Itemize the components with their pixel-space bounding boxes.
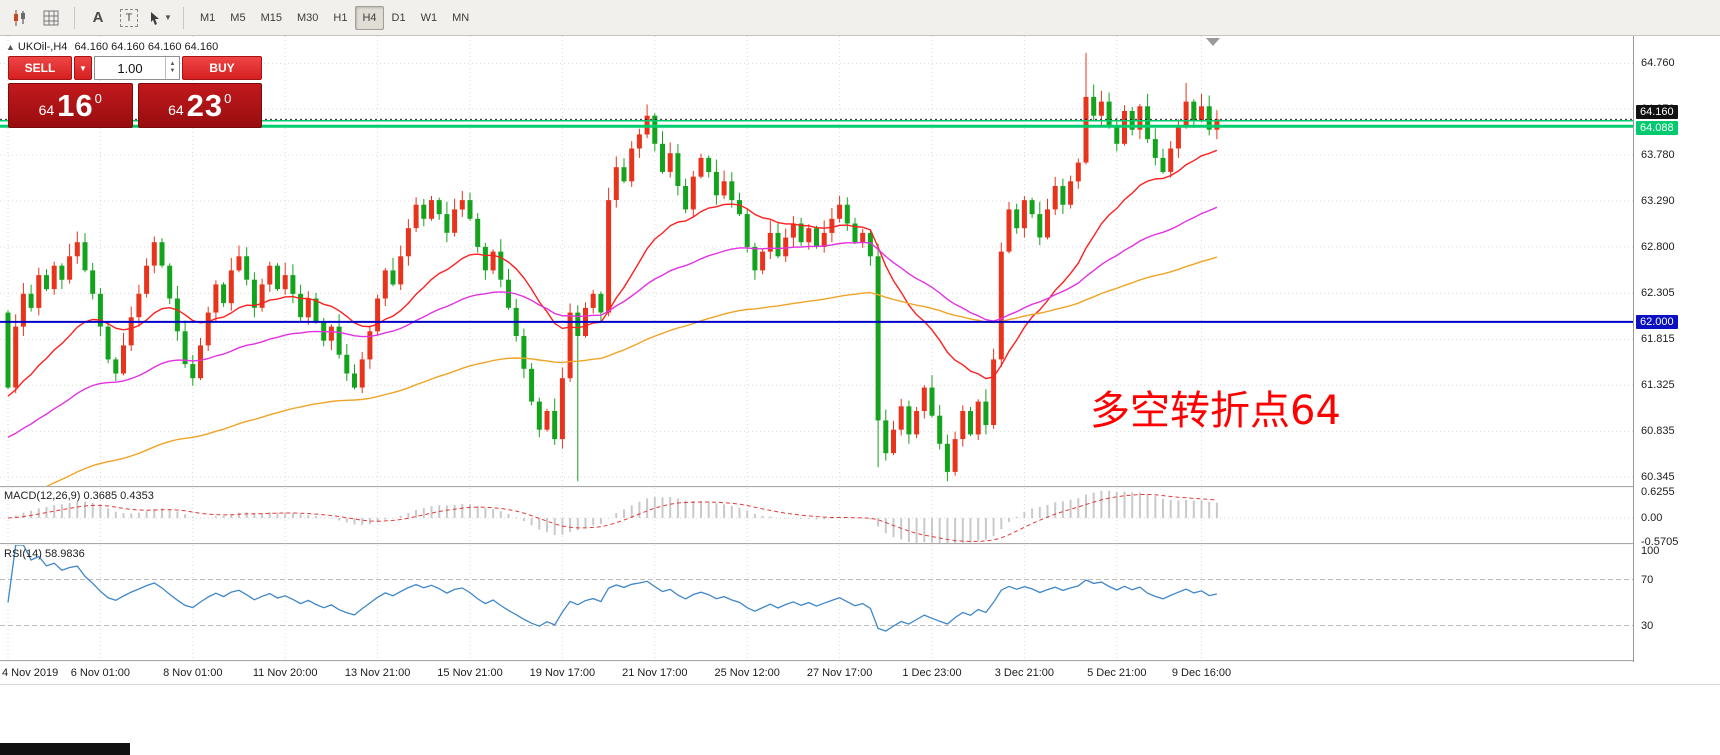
timeframe-button-m1[interactable]: M1 xyxy=(200,11,216,24)
rsi-axis-label: 70 xyxy=(1641,573,1654,586)
time-axis-label: 15 Nov 21:00 xyxy=(437,667,503,679)
time-axis-label: 21 Nov 17:00 xyxy=(622,667,688,679)
main-chart-canvas[interactable] xyxy=(0,36,1633,486)
rsi-indicator-label: RSI(14) 58.9836 xyxy=(4,548,85,560)
ask-pips: 23 xyxy=(186,87,224,123)
ask-pipette: 0 xyxy=(224,91,232,106)
candlestick-chart-icon[interactable] xyxy=(6,5,34,31)
price-axis: 64.76064.27063.78063.29062.80062.30561.8… xyxy=(1633,36,1720,662)
time-axis-label: 19 Nov 17:00 xyxy=(529,667,596,679)
bid-pips: 16 xyxy=(57,87,94,123)
macd-axis-label: -0.5705 xyxy=(1641,536,1679,548)
time-axis-label: 27 Nov 17:00 xyxy=(806,667,873,679)
price-axis-label: 64.760 xyxy=(1641,57,1675,70)
time-axis-label: 13 Nov 21:00 xyxy=(344,667,411,679)
text-tool-icon[interactable]: T xyxy=(115,5,143,31)
timeframe-button-m30[interactable]: M30 xyxy=(296,11,319,24)
time-axis-label: 3 Dec 21:00 xyxy=(994,667,1055,679)
time-axis: 4 Nov 2019 6 Nov 01:00 8 Nov 01:00 11 Nov 2… xyxy=(0,662,1633,684)
chart-text-annotation: 多空转折点64 xyxy=(1090,388,1341,434)
timeframe-group: M1 M5 M15 M30 H1 H4 D1 W1 MN xyxy=(193,5,476,30)
bottom-rule xyxy=(0,684,1720,685)
panel-divider[interactable] xyxy=(0,543,1720,545)
timeframe-button-m15[interactable]: M15 xyxy=(260,11,282,24)
timeframe-button-d1[interactable]: D1 xyxy=(391,11,406,24)
spin-up-icon[interactable]: ▲ xyxy=(169,61,176,67)
bid-big-figure: 64 xyxy=(38,101,55,118)
rsi-panel-canvas[interactable] xyxy=(0,545,1633,660)
collapse-triangle-icon[interactable]: ▲ xyxy=(6,42,15,52)
macd-panel-canvas[interactable] xyxy=(0,488,1633,543)
symbol-title: UKOil-,H4 xyxy=(17,41,68,53)
price-axis-label: 62.305 xyxy=(1641,287,1675,300)
timeframe-button-h1[interactable]: H1 xyxy=(333,11,348,24)
rsi-axis-label: 30 xyxy=(1641,619,1654,632)
price-badge: 64.160 xyxy=(1636,105,1678,120)
price-axis-label: 63.290 xyxy=(1641,195,1675,207)
toolbar: A T ▼ M1 M5 M15 M30 H1 H4 D1 W1 MN xyxy=(0,0,1720,36)
bid-price-tile[interactable]: 64 16 0 xyxy=(8,83,133,128)
volume-value: 1.00 xyxy=(117,60,143,76)
volume-input[interactable]: 1.00 ▲ ▼ xyxy=(94,56,180,80)
price-axis-label: 62.800 xyxy=(1641,240,1675,253)
volume-spinner[interactable]: ▲ ▼ xyxy=(165,57,179,79)
toolbar-separator xyxy=(183,6,184,29)
price-badge: 62.000 xyxy=(1636,314,1678,329)
buy-button[interactable]: BUY xyxy=(182,56,262,80)
timeframe-button-m5[interactable]: M5 xyxy=(230,11,246,24)
time-axis-label: 25 Nov 12:00 xyxy=(714,667,780,679)
order-type-dropdown[interactable]: ▼ xyxy=(74,56,92,80)
price-axis-label: 63.780 xyxy=(1641,149,1675,162)
macd-axis-label: 0.00 xyxy=(1641,512,1663,524)
time-axis-label: 1 Dec 23:00 xyxy=(902,667,962,679)
macd-indicator-label: MACD(12,26,9) 0.3685 0.4353 xyxy=(4,490,154,502)
time-axis-label: 8 Nov 01:00 xyxy=(163,667,223,679)
symbol-header: ▲ UKOil-,H4 64.160 64.160 64.160 64.160 xyxy=(6,41,218,53)
chevron-down-icon: ▼ xyxy=(164,13,172,22)
price-axis-label: 60.345 xyxy=(1641,471,1675,484)
time-axis-label: 6 Nov 01:00 xyxy=(70,667,131,679)
price-axis-label: 60.835 xyxy=(1641,425,1675,438)
toolbar-separator xyxy=(74,6,75,29)
spin-down-icon[interactable]: ▼ xyxy=(169,68,176,74)
bottom-left-dark-bar xyxy=(0,743,130,755)
price-axis-label: 61.815 xyxy=(1641,333,1675,346)
chevron-down-icon: ▼ xyxy=(79,63,87,73)
cursor-tool-icon[interactable]: ▼ xyxy=(146,5,174,31)
symbol-ohlc-values: 64.160 64.160 64.160 64.160 xyxy=(74,41,219,53)
sell-button[interactable]: SELL xyxy=(8,56,72,80)
timeframe-button-mn[interactable]: MN xyxy=(452,11,470,24)
timeframe-button-h4[interactable]: H4 xyxy=(355,5,384,30)
ask-big-figure: 64 xyxy=(168,101,184,118)
text-label-icon[interactable]: A xyxy=(92,9,104,26)
price-axis-label: 61.325 xyxy=(1641,379,1675,392)
price-badge: 64.088 xyxy=(1636,121,1678,136)
indicators-grid-icon[interactable] xyxy=(37,5,65,31)
time-axis-label: 4 Nov 2019 xyxy=(2,667,59,679)
panel-divider[interactable] xyxy=(0,660,1720,662)
text-tool-glyph: T xyxy=(120,8,138,27)
time-axis-label: 9 Dec 16:00 xyxy=(1171,667,1232,679)
panel-divider[interactable] xyxy=(0,486,1720,488)
time-axis-label: 11 Nov 20:00 xyxy=(252,667,318,679)
timeframe-button-w1[interactable]: W1 xyxy=(420,11,438,24)
time-axis-label: 5 Dec 21:00 xyxy=(1087,667,1147,679)
macd-axis-label: 0.6255 xyxy=(1641,486,1675,498)
rsi-axis-label: 100 xyxy=(1641,545,1660,557)
ask-price-tile[interactable]: 64 23 0 xyxy=(137,83,262,128)
bid-pipette: 0 xyxy=(94,91,102,106)
one-click-trade-panel: SELL ▼ 1.00 ▲ ▼ BUY 64 16 0 64 23 xyxy=(8,56,262,128)
chart-shift-marker xyxy=(1206,38,1220,46)
